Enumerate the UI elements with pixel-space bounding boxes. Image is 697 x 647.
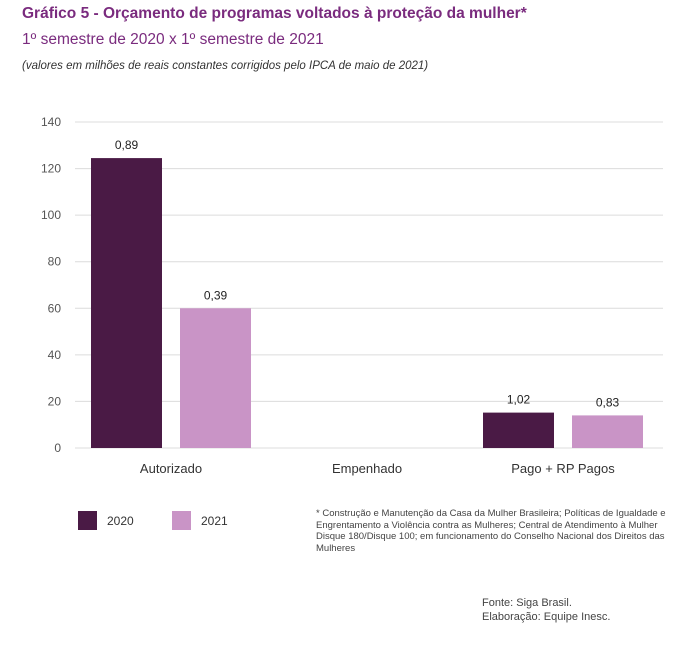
legend-item-2021: 2021 (172, 511, 228, 530)
data-label: 1,02 (507, 393, 531, 407)
x-tick-label: Pago + RP Pagos (511, 461, 615, 476)
y-tick-label: 60 (48, 301, 62, 315)
chart-units-note: (valores em milhões de reais constantes … (22, 60, 429, 72)
data-label: 0,89 (115, 138, 139, 152)
bar-2021 (180, 308, 251, 448)
x-tick-label: Empenhado (332, 461, 402, 476)
y-tick-label: 100 (41, 208, 61, 222)
source-block: Fonte: Siga Brasil. Elaboração: Equipe I… (482, 596, 610, 624)
legend-label-2020: 2020 (107, 513, 134, 528)
y-tick-label: 40 (48, 348, 62, 362)
chart-subtitle: 1º semestre de 2020 x 1º semestre de 202… (22, 31, 324, 48)
y-tick-label: 140 (41, 115, 61, 129)
data-label: 0,83 (596, 395, 620, 409)
legend-swatch-2020 (78, 511, 97, 530)
elaboration-text: Elaboração: Equipe Inesc. (482, 611, 611, 623)
legend-swatch-2021 (172, 511, 191, 530)
footnote: * Construção e Manutenção da Casa da Mul… (316, 508, 666, 554)
source-text: Fonte: Siga Brasil. (482, 597, 572, 609)
x-tick-label: Autorizado (140, 461, 202, 476)
bar-2020 (91, 158, 162, 449)
chart-title: Gráfico 5 - Orçamento de programas volta… (22, 5, 527, 22)
legend-item-2020: 2020 (78, 511, 134, 530)
y-tick-label: 20 (48, 394, 62, 408)
data-label: 0,39 (204, 288, 228, 302)
y-tick-label: 120 (41, 162, 61, 176)
y-tick-label: 0 (54, 441, 61, 455)
bar-2021 (572, 415, 643, 448)
legend-label-2021: 2021 (201, 513, 228, 528)
bar-chart: 0 20 40 60 80 100 120 140 0,89 0,39 Autorizado Empe… (41, 115, 663, 476)
bar-2020 (483, 412, 554, 448)
y-tick-label: 80 (48, 255, 62, 269)
